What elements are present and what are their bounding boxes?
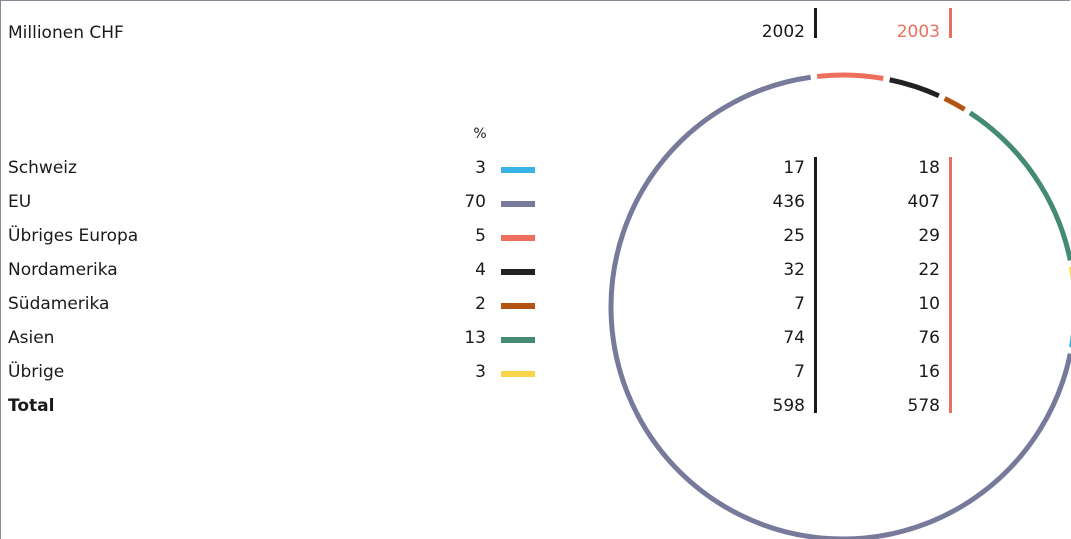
- value-2003: 76: [918, 328, 940, 348]
- ring-segment-s-damerika: [943, 96, 966, 112]
- ring-segment-eu: [608, 74, 1071, 539]
- legend-swatch: [501, 235, 535, 241]
- value-2003: 22: [918, 260, 940, 280]
- value-2003: 16: [918, 362, 940, 382]
- row-label: Schweiz: [8, 158, 77, 178]
- percent-column-header: %: [473, 126, 487, 142]
- legend-swatch: [501, 371, 535, 377]
- row-label: Übrige: [8, 362, 65, 382]
- row-label: Nordamerika: [8, 260, 118, 280]
- row-percent: 13: [464, 328, 486, 348]
- value-2002: 7: [794, 294, 805, 314]
- value-2002: 436: [772, 192, 805, 212]
- total-2002: 598: [772, 396, 805, 416]
- legend-swatch: [501, 303, 535, 309]
- row-percent: 5: [475, 226, 486, 246]
- legend-swatch: [501, 269, 535, 275]
- value-2002: 32: [783, 260, 805, 280]
- column-2003-bar: [949, 157, 952, 413]
- row-percent: 70: [464, 192, 486, 212]
- ring-segment-asien: [968, 110, 1071, 261]
- row-percent: 3: [475, 158, 486, 178]
- row-label: Asien: [8, 328, 55, 348]
- value-2003: 18: [918, 158, 940, 178]
- row-percent: 2: [475, 294, 486, 314]
- value-2003: 10: [918, 294, 940, 314]
- value-2002: 74: [783, 328, 805, 348]
- row-percent: 4: [475, 260, 486, 280]
- ring-segment-nordamerika: [889, 77, 940, 98]
- legend-swatch: [501, 201, 535, 207]
- row-label: EU: [8, 192, 32, 212]
- row-label: Südamerika: [8, 294, 110, 314]
- legend-swatch: [501, 167, 535, 173]
- year-2002-header: 2002: [761, 22, 805, 42]
- column-2002-bar: [814, 157, 817, 413]
- value-2002: 17: [783, 158, 805, 178]
- total-label: Total: [8, 396, 55, 416]
- year-2003-marker: [949, 8, 952, 38]
- total-2003: 578: [907, 396, 940, 416]
- row-percent: 3: [475, 362, 486, 382]
- legend-swatch: [501, 337, 535, 343]
- value-2002: 25: [783, 226, 805, 246]
- row-label: Übriges Europa: [8, 226, 139, 246]
- value-2003: 407: [907, 192, 940, 212]
- year-2003-header: 2003: [896, 22, 940, 42]
- ring-segment--briges-europa: [816, 72, 884, 81]
- value-2002: 7: [794, 362, 805, 382]
- unit-label: Millionen CHF: [8, 23, 124, 43]
- value-2003: 29: [918, 226, 940, 246]
- year-2002-marker: [814, 8, 817, 38]
